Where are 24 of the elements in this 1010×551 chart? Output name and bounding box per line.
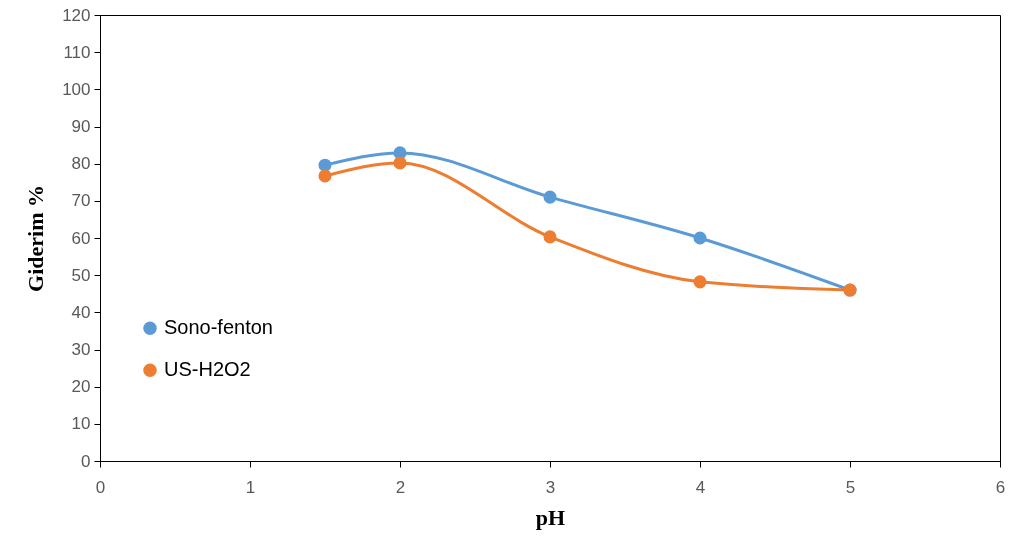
- legend-label: Sono-fenton: [164, 316, 273, 339]
- x-tick-label: 6: [995, 477, 1006, 497]
- y-tick-label: 110: [63, 42, 91, 62]
- x-tick-label: 1: [245, 477, 256, 497]
- y-tick-label: 100: [62, 79, 91, 99]
- x-tick-label: 3: [545, 477, 556, 497]
- y-tick-label: 50: [71, 265, 91, 285]
- y-tick-label: 0: [81, 451, 91, 471]
- y-tick-label: 120: [62, 5, 91, 25]
- y-tick-label: 60: [71, 228, 91, 248]
- x-tick-label: 4: [695, 477, 706, 497]
- x-tick-label: 2: [395, 477, 406, 497]
- y-tick-label: 40: [71, 302, 91, 322]
- y-tick-label: 10: [71, 414, 91, 434]
- y-tick-label: 90: [71, 117, 91, 136]
- y-axis-title: Giderim %: [23, 185, 49, 292]
- legend-label: US-H2O2: [164, 358, 251, 381]
- y-tick-label: 30: [71, 340, 91, 359]
- x-tick-label: 5: [845, 477, 856, 497]
- y-tick-label: 20: [71, 377, 91, 397]
- y-tick-label: 70: [71, 191, 91, 211]
- x-tick-label: 0: [95, 477, 106, 497]
- y-tick-label: 80: [71, 154, 91, 174]
- x-axis-title: pH: [535, 504, 566, 530]
